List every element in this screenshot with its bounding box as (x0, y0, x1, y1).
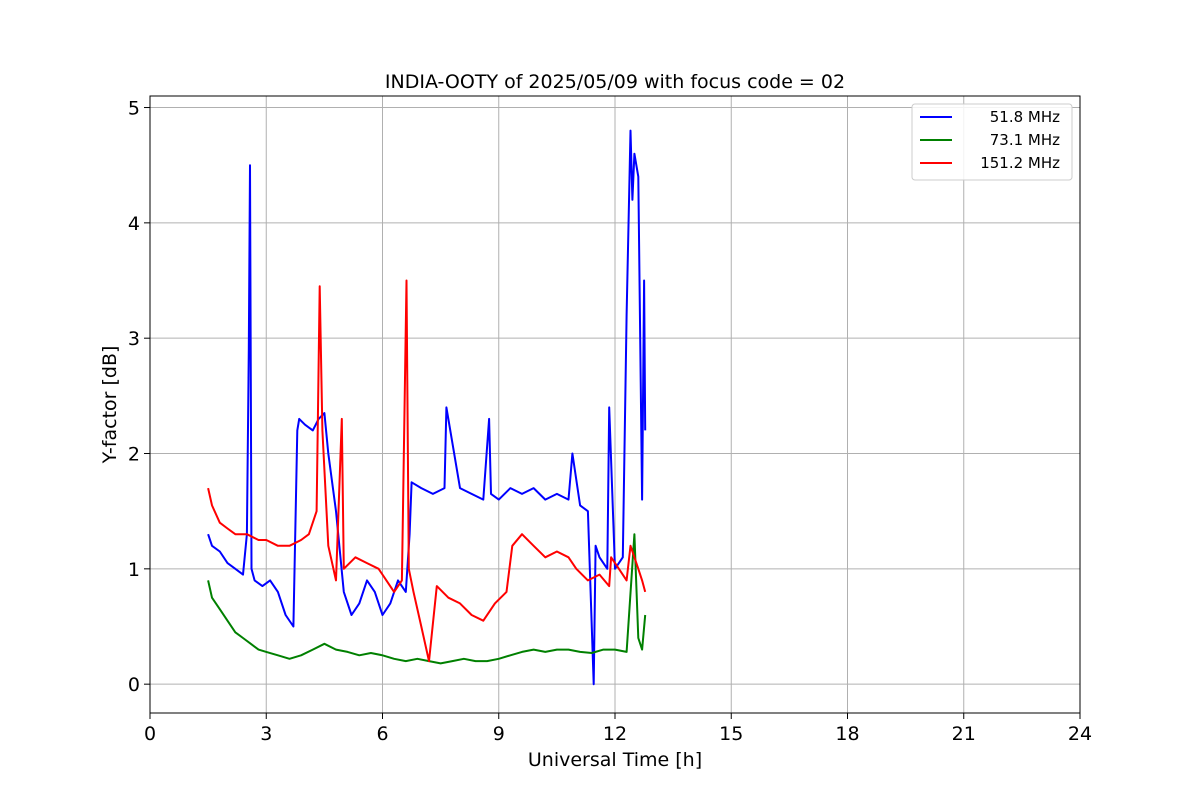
series-line-3 (207, 279, 647, 663)
x-tick-label: 21 (952, 723, 976, 745)
y-tick-label: 5 (128, 98, 140, 120)
y-tick-label: 0 (128, 674, 140, 696)
x-tick-label: 18 (835, 723, 859, 745)
y-tick-label: 4 (128, 213, 140, 235)
x-tick-label: 15 (719, 723, 743, 745)
series-line-1 (207, 129, 647, 686)
legend-label: 151.2 MHz (980, 154, 1060, 172)
x-tick-label: 6 (376, 723, 388, 745)
series-line-2 (207, 533, 647, 665)
series-layer (207, 129, 647, 686)
legend-label: 73.1 MHz (990, 131, 1060, 149)
x-axis-ticks: 0 3 6 9 12 15 18 21 24 (144, 713, 1092, 745)
legend: 51.8 MHz 73.1 MHz 151.2 MHz (911, 103, 1073, 181)
legend-label: 51.8 MHz (990, 108, 1060, 126)
y-axis-label: Y-factor [dB] (99, 346, 121, 465)
y-tick-label: 1 (128, 559, 140, 581)
y-tick-label: 3 (128, 328, 140, 350)
chart-title: INDIA-OOTY of 2025/05/09 with focus code… (385, 71, 845, 93)
x-tick-label: 24 (1068, 723, 1092, 745)
y-axis-ticks: 0 1 2 3 4 5 (128, 98, 150, 696)
x-axis-label: Universal Time [h] (528, 749, 702, 771)
x-tick-label: 9 (493, 723, 505, 745)
x-tick-label: 12 (603, 723, 627, 745)
legend-box (911, 103, 1073, 181)
x-tick-label: 3 (260, 723, 272, 745)
x-tick-label: 0 (144, 723, 156, 745)
y-tick-label: 2 (128, 444, 140, 466)
